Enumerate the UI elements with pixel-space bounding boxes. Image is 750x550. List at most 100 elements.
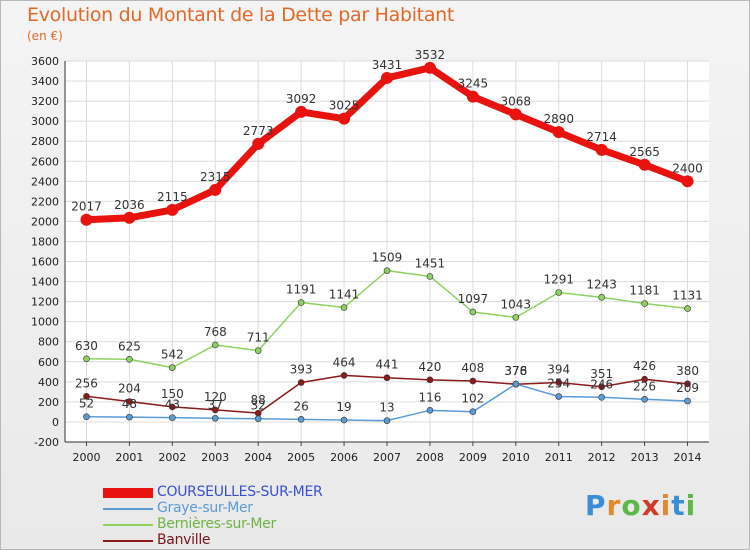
data-point	[383, 417, 391, 424]
y-tick-label: 1200	[31, 296, 59, 309]
y-tick-label: 3600	[31, 55, 59, 68]
chart-title: Evolution du Montant de la Dette par Hab…	[27, 4, 455, 26]
data-point	[83, 413, 90, 421]
data-point	[126, 355, 133, 363]
data-label: 254	[547, 376, 570, 390]
data-point	[684, 397, 691, 405]
y-tick-label: 3000	[31, 115, 59, 128]
data-label: 37	[208, 398, 223, 412]
data-label: 48	[122, 397, 137, 411]
data-point	[166, 203, 179, 216]
y-tick-label: 1600	[31, 256, 59, 269]
x-tick-label: 2005	[287, 451, 315, 464]
data-point	[469, 308, 477, 316]
series-banville	[83, 372, 691, 417]
data-point	[126, 398, 133, 405]
data-label: 1097	[458, 292, 489, 306]
data-label: 3532	[415, 48, 446, 62]
data-label: 2565	[629, 145, 660, 159]
data-label: 150	[161, 387, 184, 401]
data-point	[295, 105, 308, 118]
data-point	[126, 413, 133, 421]
x-tick-label: 2013	[631, 451, 659, 464]
legend-label: COURSEULLES-SUR-MER	[157, 484, 323, 500]
data-point	[254, 415, 262, 423]
x-tick-label: 2009	[459, 451, 487, 464]
data-label: 2115	[157, 190, 188, 204]
y-tick-label: 2200	[31, 195, 59, 208]
logo-letter: t	[671, 489, 686, 522]
data-point	[641, 300, 648, 307]
data-label: 394	[547, 362, 570, 376]
data-point	[123, 211, 136, 224]
data-label: 441	[376, 358, 399, 372]
data-label: 102	[461, 392, 484, 406]
x-tick-label: 2001	[115, 451, 143, 464]
data-point	[555, 379, 563, 386]
data-label: 246	[590, 377, 613, 391]
data-label: 2890	[543, 112, 574, 126]
data-label: 768	[204, 325, 227, 339]
data-point	[684, 380, 691, 388]
data-label: 256	[75, 376, 98, 390]
data-label: 1243	[586, 277, 617, 291]
data-point	[211, 341, 219, 349]
data-point	[297, 299, 305, 306]
data-point	[426, 273, 434, 280]
data-point	[340, 416, 348, 424]
logo-letter: r	[606, 489, 622, 522]
y-tick-label: 3400	[31, 75, 59, 88]
data-point	[252, 137, 265, 150]
data-point	[340, 372, 348, 379]
data-label: 1131	[672, 289, 703, 303]
data-point	[83, 355, 90, 363]
data-label: 19	[336, 400, 351, 414]
logo-letter: i	[685, 489, 697, 522]
legend-swatch	[103, 524, 153, 526]
data-point	[469, 408, 477, 416]
data-label: 1181	[629, 284, 660, 298]
data-label: 88	[251, 393, 266, 407]
legend-label: Bernières-sur-Mer	[157, 516, 276, 532]
logo-letter: P	[585, 489, 607, 522]
data-point	[638, 158, 651, 171]
y-tick-label: 1800	[31, 235, 59, 248]
data-point	[641, 375, 648, 383]
data-label: 378	[504, 364, 527, 378]
logo-letter: o	[621, 489, 642, 522]
data-label: 32	[251, 399, 266, 413]
data-point	[555, 393, 563, 400]
data-label: 1509	[372, 251, 403, 265]
data-point	[383, 374, 391, 382]
data-point	[209, 183, 222, 196]
x-tick-label: 2014	[674, 451, 702, 464]
data-label: 3068	[501, 94, 532, 108]
data-point	[681, 175, 694, 188]
data-point	[169, 364, 176, 371]
chart-subtitle: (en €)	[27, 29, 63, 43]
data-point	[211, 406, 219, 414]
data-point	[426, 376, 434, 384]
data-point	[595, 143, 608, 156]
y-tick-label: 2400	[31, 175, 59, 188]
data-point	[297, 379, 305, 386]
x-tick-label: 2000	[72, 451, 100, 464]
data-label: 711	[247, 331, 270, 345]
data-label: 376	[504, 364, 527, 378]
data-label: 2400	[672, 161, 703, 175]
data-label: 13	[379, 401, 394, 415]
data-point	[555, 289, 563, 296]
data-point	[598, 294, 605, 301]
data-point	[254, 347, 262, 354]
data-label: 3245	[458, 77, 489, 91]
x-tick-label: 2002	[158, 451, 186, 464]
series-graye-sur-mer	[83, 380, 691, 424]
data-label: 2036	[114, 198, 145, 212]
data-label: 542	[161, 348, 184, 362]
y-tick-label: 800	[38, 336, 59, 349]
data-point	[466, 90, 479, 103]
logo-letter: i	[660, 489, 672, 522]
data-label: 3431	[372, 58, 403, 72]
